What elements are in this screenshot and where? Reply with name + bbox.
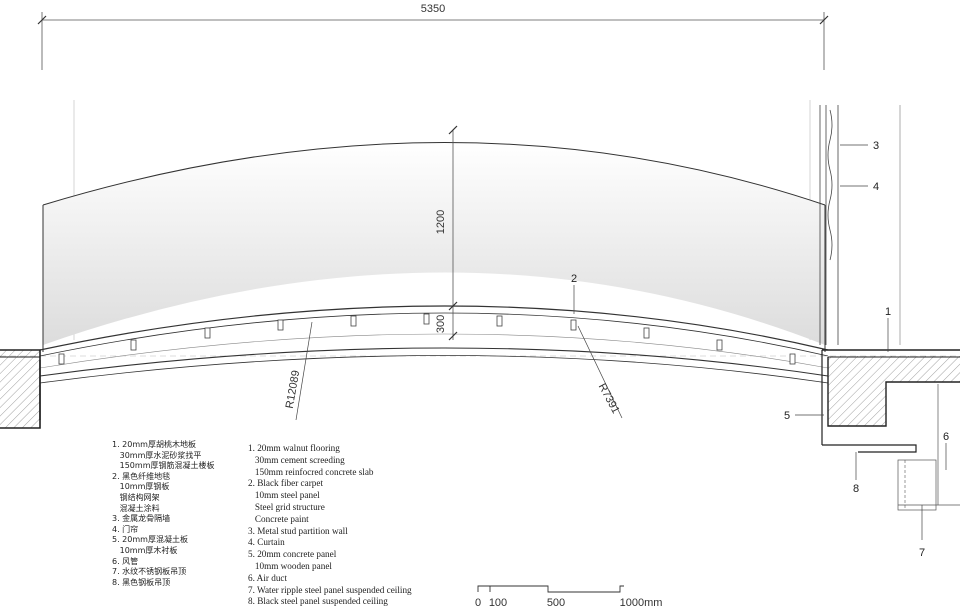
legend-cn-row: 钢结构网架: [112, 492, 160, 502]
legend-cn-row: 7. 水纹不锈钢板吊顶: [112, 567, 187, 577]
callout-1: 1: [885, 306, 891, 318]
legend-en-row: 5. 20mm concrete panel: [248, 549, 337, 560]
callout-numbers: 1 2 3 4 5 6 7 8: [571, 140, 949, 559]
right-partition-wall: [819, 105, 901, 345]
overall-width-dimension: 5350: [37, 3, 829, 70]
legend-english: 1. 20mm walnut flooring 30mm cement scre…: [248, 443, 412, 608]
steel-grid-markers: [58, 313, 796, 365]
legend-cn-row: 6. 风管: [112, 556, 139, 566]
legend-en-row: Concrete paint: [248, 513, 309, 524]
legend-cn-row: 混凝土涂料: [112, 503, 160, 513]
width-dim-text: 5350: [421, 3, 445, 15]
callout-4: 4: [873, 181, 879, 193]
callout-6: 6: [943, 431, 949, 443]
legend-cn-row: 2. 黑色纤维地毯: [112, 471, 171, 481]
scale-label-100: 100: [489, 597, 507, 609]
legend-en-row: 1. 20mm walnut flooring: [248, 443, 340, 453]
arched-floor-slab: [39, 305, 829, 384]
legend-cn-row: 1. 20mm厚胡桃木地板: [112, 440, 196, 449]
legend-en-row: 6. Air duct: [248, 572, 288, 583]
legend-cn-row: 4. 门帘: [112, 524, 139, 534]
scale-label-500: 500: [547, 597, 565, 609]
outer-radius-text: R12089: [284, 369, 303, 409]
legend-en-row: 4. Curtain: [248, 537, 285, 548]
legend-en-row: 10mm wooden panel: [248, 560, 332, 571]
legend-en-row: Steel grid structure: [248, 501, 325, 512]
legend-cn-row: 150mm厚钢筋混凝土楼板: [112, 461, 215, 471]
callout-7: 7: [919, 547, 925, 559]
legend-en-row: 150mm reinfocred concrete slab: [248, 466, 374, 477]
legend-en-row: 7. Water ripple steel panel suspended ce…: [248, 584, 412, 595]
slab-height-text: 300: [435, 315, 447, 333]
legend-cn-row: 30mm厚水泥砂浆找平: [112, 450, 202, 460]
callout-5: 5: [784, 410, 790, 422]
legend-en-row: 3. Metal stud partition wall: [248, 525, 348, 536]
callout-leaders: [573, 144, 947, 540]
arch-height-dimension: 1200 300: [435, 125, 458, 341]
inner-radius-text: R7391: [596, 381, 622, 415]
legend-chinese: 1. 20mm厚胡桃木地板 30mm厚水泥砂浆找平 150mm厚钢筋混凝土楼板 …: [112, 440, 214, 588]
callout-2: 2: [571, 273, 577, 285]
callout-8: 8: [853, 483, 859, 495]
arched-vault: [42, 142, 826, 352]
arch-height-text: 1200: [435, 210, 447, 234]
scale-bar: 0 100 500 1000mm: [475, 585, 663, 609]
legend-cn-row: 5. 20mm厚混凝土板: [112, 535, 188, 545]
right-floor-detail: [821, 349, 960, 511]
legend-cn-row: 8. 黑色钢板吊顶: [112, 577, 171, 587]
legend-en-row: 30mm cement screeding: [248, 454, 345, 465]
legend-en-row: 2. Black fiber carpet: [248, 478, 323, 489]
left-wall-section: [0, 349, 41, 429]
scale-label-1000: 1000mm: [620, 597, 663, 609]
callout-3: 3: [873, 140, 879, 152]
legend-cn-row: 3. 金属龙骨隔墙: [112, 514, 171, 524]
legend-cn-row: 10mm厚钢板: [112, 482, 170, 492]
legend-en-row: 8. Black steel panel suspended ceiling: [248, 596, 388, 607]
legend-cn-row: 10mm厚木衬板: [112, 545, 178, 555]
legend-en-row: 10mm steel panel: [248, 490, 320, 501]
scale-label-0: 0: [475, 597, 481, 609]
